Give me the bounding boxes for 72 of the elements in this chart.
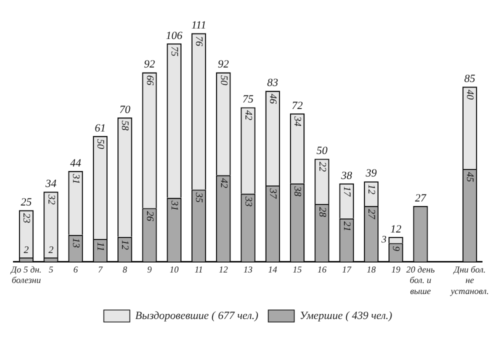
data-label: 42 bbox=[242, 110, 254, 120]
data-label: 31 bbox=[70, 173, 81, 184]
x-tick-label: 11 bbox=[194, 264, 203, 274]
data-label: 28 bbox=[316, 206, 328, 217]
x-tick-label: 6 bbox=[73, 264, 78, 274]
data-label: 35 bbox=[193, 192, 204, 203]
data-label: 76 bbox=[193, 36, 204, 46]
data-label: 75 bbox=[168, 46, 180, 56]
data-label: 12 bbox=[366, 184, 377, 194]
x-tick-label: 17 bbox=[342, 264, 352, 274]
total-label: 25 bbox=[20, 196, 32, 209]
total-label: 70 bbox=[119, 104, 131, 116]
x-tick-label: До 5 дн. болезни bbox=[10, 264, 42, 286]
data-label: 23 bbox=[20, 213, 32, 224]
total-label: 12 bbox=[390, 223, 402, 236]
data-label: 26 bbox=[144, 211, 155, 222]
x-tick-label: 5 bbox=[48, 264, 54, 274]
x-tick-label: Дни бол. не установл. bbox=[450, 264, 489, 296]
data-label: 34 bbox=[292, 115, 303, 126]
x-tick-label: 15 bbox=[292, 264, 302, 274]
data-label: 38 bbox=[292, 185, 303, 196]
data-label: 11 bbox=[94, 242, 106, 252]
data-label: 2 bbox=[48, 245, 54, 256]
data-label: 32 bbox=[45, 194, 56, 205]
total-label: 92 bbox=[218, 58, 230, 71]
data-label: 2 bbox=[24, 245, 29, 256]
x-tick-label: 12 bbox=[218, 264, 228, 274]
x-tick-label: 13 bbox=[244, 264, 254, 274]
data-label: 21 bbox=[340, 221, 352, 232]
total-label: 106 bbox=[166, 30, 183, 42]
x-tick-label: 14 bbox=[268, 264, 278, 274]
data-label: 37 bbox=[267, 187, 278, 200]
data-label: 22 bbox=[316, 162, 328, 172]
data-label: 3 bbox=[380, 234, 386, 246]
data-label: 50 bbox=[218, 75, 229, 86]
legend-label: Выздоровевшие ( 677 чел.) bbox=[135, 310, 259, 322]
total-label: 50 bbox=[316, 145, 328, 158]
data-label: 42 bbox=[218, 178, 229, 188]
total-label: 75 bbox=[242, 94, 254, 106]
total-label: 34 bbox=[44, 178, 57, 190]
x-tick-label: 8 bbox=[122, 264, 128, 274]
total-label: 38 bbox=[340, 170, 353, 182]
data-label: 66 bbox=[144, 75, 155, 86]
data-label: 13 bbox=[70, 238, 81, 248]
x-tick-label: 20 день бол. и выше bbox=[406, 264, 435, 296]
total-label: 61 bbox=[94, 122, 106, 134]
data-label: 9 bbox=[390, 246, 402, 252]
x-tick-label: 16 bbox=[317, 264, 327, 274]
legend-label: Умершие ( 439 чел.) bbox=[300, 310, 393, 322]
data-label: 50 bbox=[94, 139, 106, 150]
data-label: 33 bbox=[242, 196, 254, 207]
x-tick-label: 7 bbox=[98, 264, 103, 274]
data-label: 31 bbox=[168, 200, 180, 211]
x-tick-label: 9 bbox=[147, 264, 152, 274]
data-label: 27 bbox=[366, 209, 377, 220]
data-label: 40 bbox=[464, 90, 476, 100]
x-tick-label: 18 bbox=[366, 264, 376, 274]
total-label: 111 bbox=[191, 20, 206, 32]
total-label: 39 bbox=[364, 168, 378, 180]
total-label: 85 bbox=[464, 73, 476, 86]
data-label: 58 bbox=[119, 120, 130, 131]
data-label: 45 bbox=[464, 172, 476, 182]
total-label: 72 bbox=[292, 100, 304, 112]
total-label: 27 bbox=[414, 192, 426, 204]
data-label: 46 bbox=[267, 94, 278, 104]
x-tick-label: 10 bbox=[170, 264, 180, 274]
total-label: 44 bbox=[70, 157, 82, 170]
data-label: 12 bbox=[119, 240, 130, 250]
data-label: 17 bbox=[340, 186, 352, 198]
x-tick-label: 19 bbox=[391, 264, 401, 274]
total-label: 92 bbox=[144, 58, 156, 71]
total-label: 83 bbox=[267, 77, 279, 90]
